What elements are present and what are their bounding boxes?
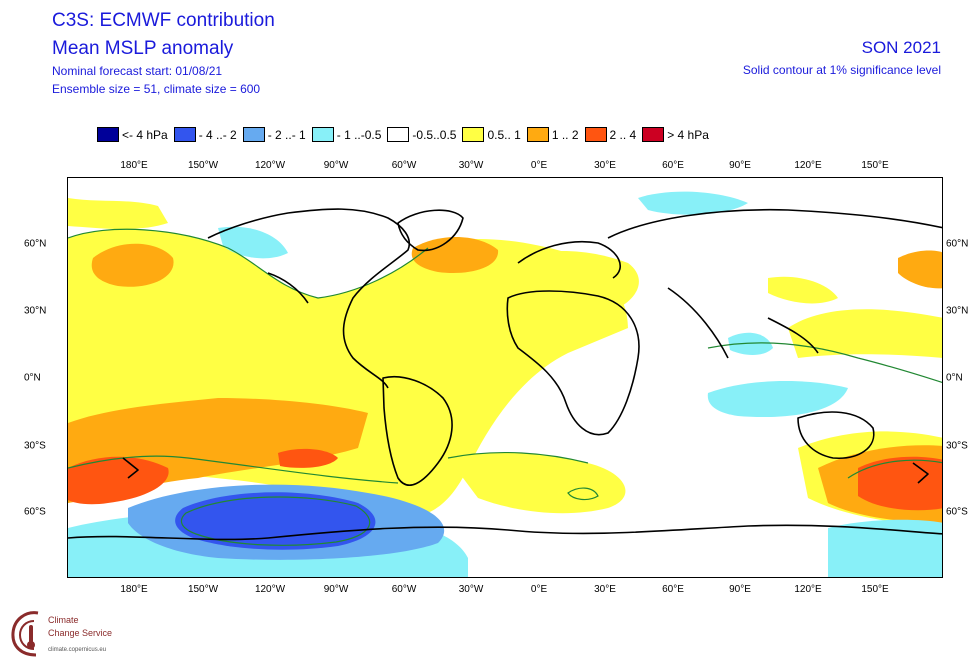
lon-tick-top: 150°W xyxy=(187,160,219,171)
title-line-1: C3S: ECMWF contribution xyxy=(52,10,275,31)
lon-tick-top: 90°W xyxy=(323,160,349,171)
legend-item: > 4 hPa xyxy=(642,127,709,142)
legend-item: - 2 ..- 1 xyxy=(242,127,306,142)
lon-tick-bottom: 90°W xyxy=(323,584,349,595)
climate-logo-icon xyxy=(11,611,39,657)
logo-line-1: Climate xyxy=(48,615,79,625)
significance-contours xyxy=(68,228,942,546)
lon-tick-top: 150°E xyxy=(861,160,889,171)
lon-tick-bottom: 30°E xyxy=(594,584,616,595)
color-legend: <- 4 hPa - 4 ..- 2 - 2 ..- 1 - 1 ..-0.5 … xyxy=(97,127,715,142)
lat-tick-right: 60°N xyxy=(946,238,969,250)
legend-label: <- 4 hPa xyxy=(122,127,168,142)
lon-tick-bottom: 180°E xyxy=(120,584,148,595)
lon-tick-top: 120°W xyxy=(254,160,286,171)
anomaly-map xyxy=(67,177,943,578)
lon-tick-bottom: 60°E xyxy=(662,584,684,595)
legend-label: - 4 ..- 2 xyxy=(198,127,237,142)
legend-item: - 1 ..-0.5 xyxy=(311,127,382,142)
lat-tick-left: 60°S xyxy=(24,506,46,518)
lon-tick-bottom: 150°E xyxy=(861,584,889,595)
title-line-2: Mean MSLP anomaly xyxy=(52,38,234,59)
legend-swatch xyxy=(311,127,334,142)
legend-label: 1 .. 2 xyxy=(551,127,579,142)
legend-swatch xyxy=(526,127,549,142)
lon-tick-bottom: 120°W xyxy=(254,584,286,595)
coastlines xyxy=(68,208,942,541)
lat-tick-left: 0°N xyxy=(24,372,41,384)
lon-tick-bottom: 120°E xyxy=(794,584,822,595)
legend-label: -0.5..0.5 xyxy=(412,127,457,142)
legend-swatch xyxy=(97,127,119,142)
legend-swatch xyxy=(462,127,485,142)
anomaly-fill-layer xyxy=(68,191,942,577)
lon-tick-top: 60°E xyxy=(662,160,684,171)
lat-tick-right: 0°N xyxy=(946,372,963,384)
forecast-start: Nominal forecast start: 01/08/21 xyxy=(52,64,223,78)
lat-tick-right: 30°S xyxy=(946,440,968,452)
lon-tick-top: 0°E xyxy=(530,160,548,171)
lon-tick-top: 30°W xyxy=(458,160,484,171)
lon-tick-top: 120°E xyxy=(794,160,822,171)
legend-label: - 2 ..- 1 xyxy=(267,127,306,142)
legend-item: 0.5.. 1 xyxy=(462,127,521,142)
legend-label: > 4 hPa xyxy=(667,127,709,142)
legend-item: 2 .. 4 xyxy=(584,127,637,142)
lon-tick-top: 180°E xyxy=(120,160,148,171)
lat-tick-left: 30°N xyxy=(24,305,47,317)
legend-item: 1 .. 2 xyxy=(526,127,579,142)
copernicus-logo: Climate Change Service climate.copernicu… xyxy=(8,607,138,663)
lat-tick-right: 30°N xyxy=(946,305,969,317)
lat-tick-right: 60°S xyxy=(946,506,968,518)
lon-tick-bottom: 150°W xyxy=(187,584,219,595)
lon-tick-top: 90°E xyxy=(729,160,751,171)
legend-label: - 1 ..-0.5 xyxy=(336,127,382,142)
legend-swatch xyxy=(387,127,410,142)
significance-note: Solid contour at 1% significance level xyxy=(742,63,941,77)
lon-tick-bottom: 0°E xyxy=(530,584,548,595)
lon-tick-top: 30°E xyxy=(594,160,616,171)
lat-tick-left: 60°N xyxy=(24,238,47,250)
lon-tick-bottom: 90°E xyxy=(729,584,751,595)
legend-label: 0.5.. 1 xyxy=(487,127,521,142)
logo-line-2: Change Service xyxy=(48,628,113,638)
lon-tick-bottom: 30°W xyxy=(458,584,484,595)
legend-swatch xyxy=(173,127,196,142)
legend-item: <- 4 hPa xyxy=(97,127,168,142)
legend-swatch xyxy=(584,127,607,142)
lat-tick-left: 30°S xyxy=(24,440,46,452)
season-label: SON 2021 xyxy=(861,38,941,57)
legend-item: - 4 ..- 2 xyxy=(173,127,237,142)
legend-swatch xyxy=(642,127,665,142)
legend-swatch xyxy=(242,127,265,142)
lon-tick-bottom: 60°W xyxy=(391,584,417,595)
logo-line-3: climate.copernicus.eu xyxy=(48,647,107,653)
lon-tick-top: 60°W xyxy=(391,160,417,171)
legend-item: -0.5..0.5 xyxy=(387,127,456,142)
legend-label: 2 .. 4 xyxy=(609,127,637,142)
ensemble-size: Ensemble size = 51, climate size = 600 xyxy=(52,82,261,96)
